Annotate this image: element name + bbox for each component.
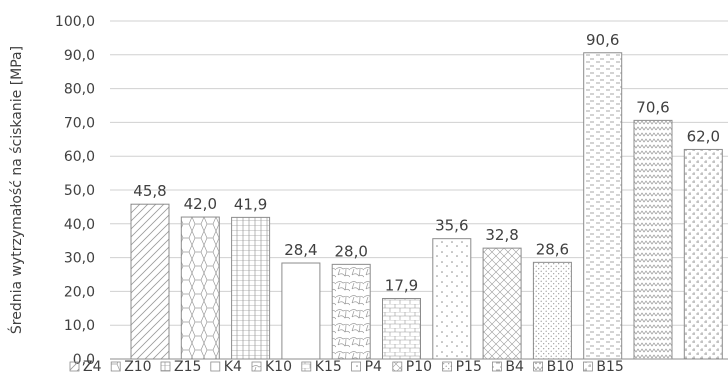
y-tick-label: 100,0 <box>55 14 95 30</box>
legend-label-b15: B15 <box>596 359 623 375</box>
bars <box>130 52 723 360</box>
bar-p4 <box>432 238 472 360</box>
y-axis-ticks: 0,010,020,030,040,050,060,070,080,090,01… <box>55 14 95 368</box>
bar-z4 <box>130 203 170 360</box>
data-label-p4: 35,6 <box>435 217 468 235</box>
data-label-b10: 70,6 <box>636 98 669 116</box>
data-label-b4: 90,6 <box>586 31 619 49</box>
legend-swatch-k4 <box>210 361 221 372</box>
legend-swatch-b15 <box>583 361 593 372</box>
legend-label-k4: K4 <box>224 359 242 375</box>
legend-label-b4: B4 <box>505 359 524 375</box>
bar-p15 <box>532 261 572 360</box>
y-tick-label: 10,0 <box>64 318 95 334</box>
legend-swatch-k10 <box>251 361 262 372</box>
data-label-p10: 32,8 <box>485 226 518 244</box>
legend-swatch-b4 <box>491 361 502 372</box>
y-tick-label: 40,0 <box>64 217 95 233</box>
legend-label-b10: B10 <box>547 359 574 375</box>
data-label-k10: 28,0 <box>334 242 367 260</box>
legend-swatch-p15 <box>442 361 453 372</box>
data-label-z4: 45,8 <box>133 182 166 200</box>
y-tick-label: 90,0 <box>64 48 95 64</box>
data-label-k15: 17,9 <box>385 276 418 294</box>
data-label-z15: 41,9 <box>234 195 267 213</box>
legend-label-z10: Z10 <box>124 359 151 375</box>
bar-z10 <box>180 216 220 360</box>
bar-b15 <box>683 148 723 360</box>
data-label-b15: 62,0 <box>687 127 720 145</box>
y-tick-label: 50,0 <box>64 183 95 199</box>
data-labels: 45,8 42,0 41,9 28,4 28,0 17,9 35,6 32,8 28,6 90,6… <box>133 31 720 295</box>
legend-swatch-z4 <box>69 361 80 372</box>
data-label-z10: 42,0 <box>184 195 217 213</box>
legend: Z4 Z10 Z15 K4 K10 K15 P4 P10 P15 B4 B10 B15 <box>69 359 624 375</box>
data-label-k4: 28,4 <box>284 241 317 259</box>
data-label-p15: 28,6 <box>536 240 569 258</box>
y-axis-title: Średnia wytrzymałość na ściskanie [MPa] <box>7 46 25 334</box>
y-tick-label: 30,0 <box>64 251 95 267</box>
bar-k15 <box>382 297 421 360</box>
y-tick-label: 70,0 <box>64 115 95 131</box>
legend-label-z4: Z4 <box>83 359 102 375</box>
bar-b10 <box>633 119 673 360</box>
legend-swatch-p10 <box>392 361 403 372</box>
y-tick-label: 80,0 <box>64 82 95 98</box>
bar-k10 <box>331 263 371 360</box>
bar-z15 <box>231 216 271 360</box>
legend-swatch-p4 <box>351 361 362 372</box>
legend-swatch-b10 <box>533 361 543 372</box>
legend-label-p10: P10 <box>406 359 432 375</box>
legend-label-k10: K10 <box>265 359 292 375</box>
legend-swatch-z15 <box>160 361 171 372</box>
legend-label-p15: P15 <box>456 359 482 375</box>
legend-swatch-k15 <box>301 361 312 372</box>
bar-b4 <box>583 52 623 360</box>
legend-label-p4: P4 <box>365 359 382 375</box>
bar-p10 <box>482 247 522 360</box>
legend-label-z15: Z15 <box>174 359 201 375</box>
legend-swatch-z10 <box>110 361 121 372</box>
legend-label-k15: K15 <box>315 359 342 375</box>
y-tick-label: 20,0 <box>64 284 95 300</box>
y-tick-label: 60,0 <box>64 149 95 165</box>
bar-k4 <box>281 262 321 360</box>
